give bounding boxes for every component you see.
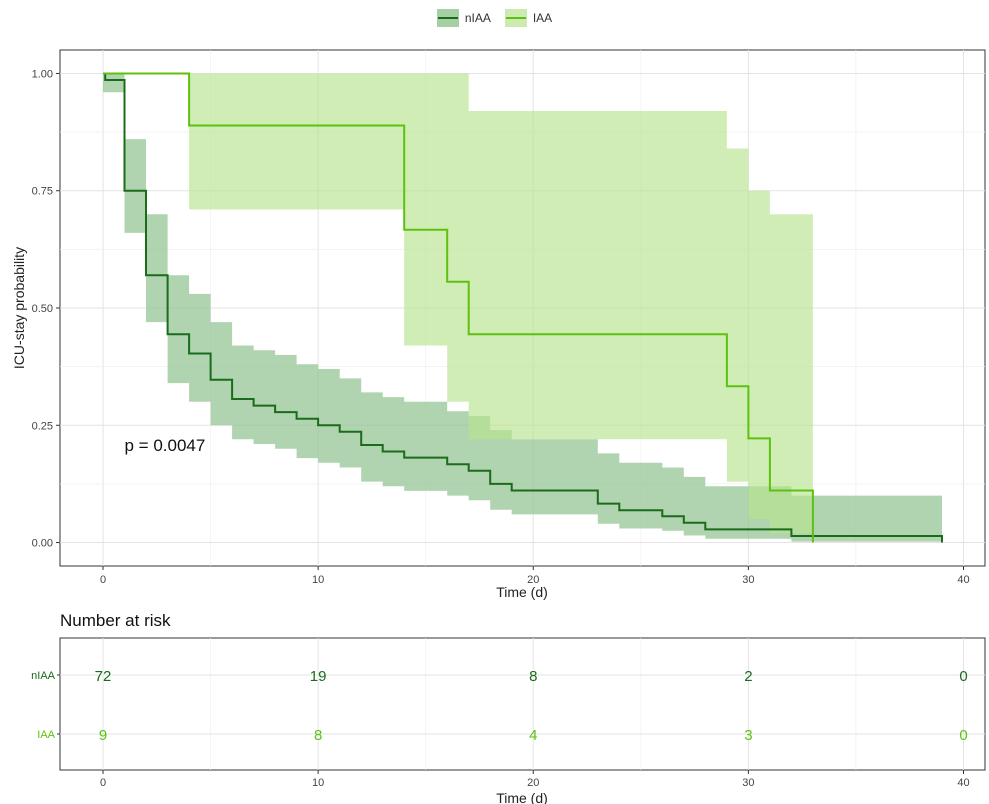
- risk-table-title: Number at risk: [60, 611, 171, 630]
- legend: nIAA IAA: [0, 6, 989, 30]
- y-tick-label: 0.25: [32, 420, 53, 432]
- risk-cell-value: 19: [310, 668, 327, 685]
- risk-x-tick-label: 10: [312, 777, 324, 789]
- risk-cell-value: 2: [744, 668, 752, 685]
- x-axis-label: Time (d): [496, 584, 548, 600]
- x-tick-label: 30: [742, 574, 754, 586]
- survival-chart: 0 10 20 30 40 0.00 0.25 0.50 0.75 1.00 p = 0.0047…: [11, 49, 986, 600]
- y-tick-label: 1.00: [32, 68, 53, 80]
- survival-line-niaa: [103, 72, 943, 543]
- risk-x-tick-label: 40: [957, 777, 969, 789]
- y-tick-label: 0.50: [32, 303, 53, 315]
- x-tick-label: 0: [100, 574, 106, 586]
- risk-panel: [59, 637, 986, 771]
- risk-cells: 72 19 8 2 0 9 8 4 3 0: [95, 668, 968, 744]
- legend-item-niaa: nIAA: [436, 9, 491, 27]
- x-tick-label: 10: [312, 574, 324, 586]
- risk-cell-value: 0: [959, 668, 967, 685]
- legend-label-iaa: IAA: [532, 11, 553, 25]
- legend-label-niaa: nIAA: [464, 11, 491, 25]
- risk-grid: [60, 638, 985, 770]
- risk-cell-value: 0: [959, 727, 967, 744]
- risk-x-axis-label: Time (d): [496, 790, 548, 804]
- risk-cell-value: 8: [529, 668, 537, 685]
- risk-cell-value: 72: [95, 668, 112, 685]
- risk-x-tick-label: 0: [100, 777, 106, 789]
- y-tick-label: 0.75: [32, 186, 53, 198]
- legend-swatch-niaa: [436, 9, 459, 27]
- y-axis-label: ICU-stay probability: [11, 247, 27, 369]
- risk-row-label: nIAA: [31, 670, 56, 682]
- x-tick-label: 20: [527, 574, 539, 586]
- survival-lines: [103, 72, 943, 543]
- risk-row-label: IAA: [37, 729, 55, 741]
- risk-x-tick-label: 30: [742, 777, 754, 789]
- risk-x-tick-label: 20: [527, 777, 539, 789]
- risk-cell-value: 4: [529, 727, 537, 744]
- risk-cell-value: 9: [99, 727, 107, 744]
- legend-item-iaa: IAA: [504, 9, 553, 27]
- axes: 0 10 20 30 40 0.00 0.25 0.50 0.75 1.00: [32, 68, 970, 586]
- confidence-bands: [103, 73, 942, 543]
- y-tick-label: 0.00: [32, 538, 53, 550]
- legend-swatch-iaa: [504, 9, 527, 27]
- survival-line-iaa: [103, 72, 814, 543]
- x-tick-label: 40: [957, 574, 969, 586]
- confidence-band-niaa: [103, 73, 942, 542]
- confidence-band-iaa: [103, 73, 813, 543]
- p-value-annotation: p = 0.0047: [125, 436, 206, 455]
- risk-cell-value: 8: [314, 727, 322, 744]
- risk-cell-value: 3: [744, 727, 752, 744]
